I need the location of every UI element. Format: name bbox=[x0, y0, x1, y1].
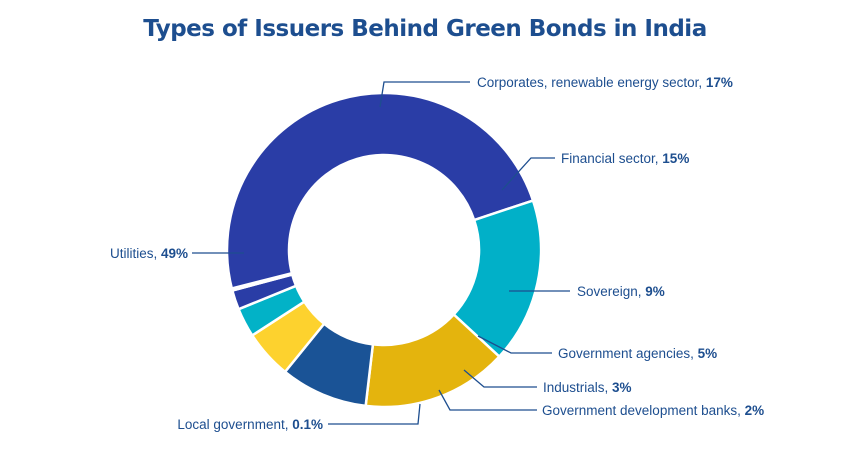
label-value-sovereign: 9% bbox=[645, 284, 665, 299]
label-value-local-government: 0.1% bbox=[292, 417, 323, 432]
label-name-government-agencies: Government agencies, bbox=[558, 346, 698, 361]
leader-line-government-development-banks bbox=[438, 389, 537, 411]
label-name-government-development-banks: Government development banks, bbox=[542, 403, 745, 418]
label-name-utilities: Utilities, bbox=[110, 246, 161, 261]
label-corporates-renewable: Corporates, renewable energy sector, 17% bbox=[477, 75, 733, 90]
label-value-government-agencies: 5% bbox=[698, 346, 718, 361]
label-name-industrials: Industrials, bbox=[543, 380, 612, 395]
donut-slices bbox=[225, 91, 543, 409]
leader-line-corporates-renewable bbox=[379, 81, 470, 108]
label-value-financial-sector: 15% bbox=[662, 151, 689, 166]
label-financial-sector: Financial sector, 15% bbox=[561, 151, 689, 166]
slice-labels: Utilities, 49% Corporates, renewable ener… bbox=[110, 75, 764, 432]
label-name-financial-sector: Financial sector, bbox=[561, 151, 662, 166]
leader-line-industrials bbox=[463, 369, 537, 388]
leader-line-local-government bbox=[328, 403, 421, 425]
leader-line-government-agencies bbox=[477, 335, 552, 354]
label-name-local-government: Local government, bbox=[177, 417, 292, 432]
leader-lines bbox=[192, 81, 570, 425]
label-sovereign: Sovereign, 9% bbox=[577, 284, 665, 299]
label-industrials: Industrials, 3% bbox=[543, 380, 632, 395]
label-value-industrials: 3% bbox=[612, 380, 632, 395]
slice-utilities bbox=[225, 91, 535, 291]
label-utilities: Utilities, 49% bbox=[110, 246, 188, 261]
label-value-utilities: 49% bbox=[161, 246, 188, 261]
label-name-sovereign: Sovereign, bbox=[577, 284, 645, 299]
label-government-agencies: Government agencies, 5% bbox=[558, 346, 717, 361]
leader-line-financial-sector bbox=[501, 157, 555, 191]
slice-local-government bbox=[230, 271, 294, 292]
label-local-government: Local government, 0.1% bbox=[177, 417, 323, 432]
label-value-government-development-banks: 2% bbox=[745, 403, 765, 418]
label-government-development-banks: Government development banks, 2% bbox=[542, 403, 764, 418]
chart-title: Types of Issuers Behind Green Bonds in I… bbox=[143, 16, 707, 42]
label-value-corporates-renewable: 17% bbox=[706, 75, 733, 90]
label-name-corporates-renewable: Corporates, renewable energy sector, bbox=[477, 75, 706, 90]
